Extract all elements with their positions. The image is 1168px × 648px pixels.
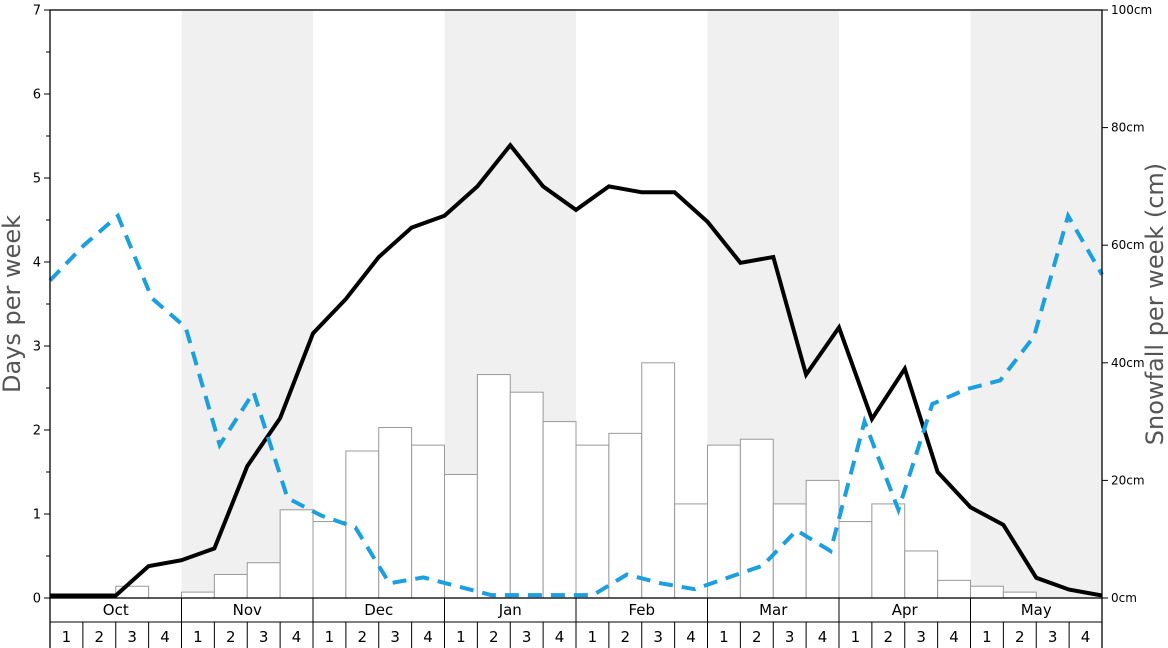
left-tick-label: 1 xyxy=(33,508,41,523)
snowfall-bar xyxy=(838,521,873,599)
week-label: 2 xyxy=(226,628,236,646)
week-label: 3 xyxy=(259,628,269,646)
left-tick-label: 3 xyxy=(33,340,41,355)
snowfall-bar xyxy=(411,444,445,599)
left-axis-label: Days per week xyxy=(0,215,26,393)
snowfall-bar xyxy=(213,573,248,599)
snowfall-bar xyxy=(739,438,774,599)
series-lines xyxy=(48,141,1104,598)
week-label: 1 xyxy=(325,628,335,646)
week-label: 1 xyxy=(851,628,861,646)
week-label: 1 xyxy=(982,628,992,646)
week-label: 3 xyxy=(390,628,400,646)
week-label: 2 xyxy=(1015,628,1025,646)
snowfall-bar xyxy=(674,503,708,599)
week-label: 4 xyxy=(423,628,433,646)
snowfall-bar xyxy=(641,362,676,599)
week-label: 4 xyxy=(1081,628,1091,646)
week-label: 3 xyxy=(916,628,926,646)
snow-days-line xyxy=(50,141,1103,598)
week-label: 3 xyxy=(785,628,795,646)
month-label-dec: Dec xyxy=(364,601,393,619)
week-label: 3 xyxy=(127,628,137,646)
left-tick-label: 2 xyxy=(33,424,41,439)
month-shading xyxy=(181,10,1102,598)
week-label: 2 xyxy=(95,628,105,646)
week-label: 2 xyxy=(621,628,631,646)
left-tick-label: 0 xyxy=(33,592,41,607)
left-tick-label: 7 xyxy=(33,4,41,19)
month-label-mar: Mar xyxy=(759,601,788,619)
snowfall-bar xyxy=(937,579,971,599)
snowfall-bar xyxy=(871,503,906,599)
week-label: 4 xyxy=(555,628,565,646)
left-tick-label: 6 xyxy=(33,88,41,103)
week-label: 1 xyxy=(719,628,729,646)
snowfall-bar xyxy=(542,421,577,599)
month-shade-may xyxy=(970,10,1102,598)
snowfall-line xyxy=(48,210,1104,598)
week-label: 2 xyxy=(358,628,368,646)
right-axis: 0cm 20cm 40cm 60cm 80cm 100cm xyxy=(1102,3,1152,605)
week-label: 4 xyxy=(949,628,959,646)
snowfall-bar xyxy=(476,374,511,599)
month-label-oct: Oct xyxy=(103,601,129,619)
week-label: 3 xyxy=(653,628,663,646)
right-tick-label: 0cm xyxy=(1111,591,1137,605)
month-label-jan: Jan xyxy=(498,601,522,619)
month-label-feb: Feb xyxy=(628,601,655,619)
month-label-may: May xyxy=(1021,601,1052,619)
right-tick-label: 20cm xyxy=(1111,473,1145,487)
week-label: 1 xyxy=(62,628,72,646)
week-label: 1 xyxy=(193,628,203,646)
snowfall-bar xyxy=(707,444,741,599)
right-tick-label: 60cm xyxy=(1111,238,1145,252)
snowfall-bar xyxy=(772,503,807,599)
week-label: 4 xyxy=(686,628,696,646)
snowfall-bar xyxy=(279,509,314,599)
month-label-apr: Apr xyxy=(892,601,919,619)
snowfall-bar xyxy=(904,550,939,599)
week-label: 4 xyxy=(160,628,170,646)
snowfall-bar xyxy=(1002,591,1037,599)
snowfall-bar xyxy=(444,474,478,599)
right-tick-label: 40cm xyxy=(1111,356,1145,370)
week-label: 4 xyxy=(292,628,302,646)
snowfall-bar xyxy=(246,562,281,599)
snowfall-bars xyxy=(115,362,1037,599)
right-tick-label: 80cm xyxy=(1111,121,1145,135)
snowfall-bar xyxy=(378,426,413,599)
right-tick-label: 100cm xyxy=(1111,3,1152,17)
snowfall-bar xyxy=(181,591,215,599)
week-label: 2 xyxy=(884,628,894,646)
left-tick-label: 5 xyxy=(33,172,41,187)
week-label: 1 xyxy=(588,628,598,646)
week-label: 2 xyxy=(489,628,499,646)
week-label: 3 xyxy=(1048,628,1058,646)
week-label: 4 xyxy=(818,628,828,646)
snowfall-bar xyxy=(970,585,1004,599)
snowfall-bar xyxy=(575,444,610,599)
snowfall-bar xyxy=(509,391,544,599)
week-label: 2 xyxy=(752,628,762,646)
left-tick-label: 4 xyxy=(33,256,41,271)
right-axis-label: Snowfall per week (cm) xyxy=(1141,163,1168,445)
snowfall-bar xyxy=(345,450,380,599)
week-label: 1 xyxy=(456,628,466,646)
left-axis: 0 1 2 3 4 5 6 7 xyxy=(33,4,50,607)
week-label: 3 xyxy=(522,628,532,646)
month-shade-nov xyxy=(181,10,313,598)
x-axis: Oct 1 2 3 4 Nov 1 2 3 4 Dec 1 2 3 4 Jan 1 2 3 4 Feb 1 2 3 4 Mar 1 2… xyxy=(49,598,1103,648)
snowfall-bar xyxy=(312,521,347,599)
month-label-nov: Nov xyxy=(233,601,262,619)
